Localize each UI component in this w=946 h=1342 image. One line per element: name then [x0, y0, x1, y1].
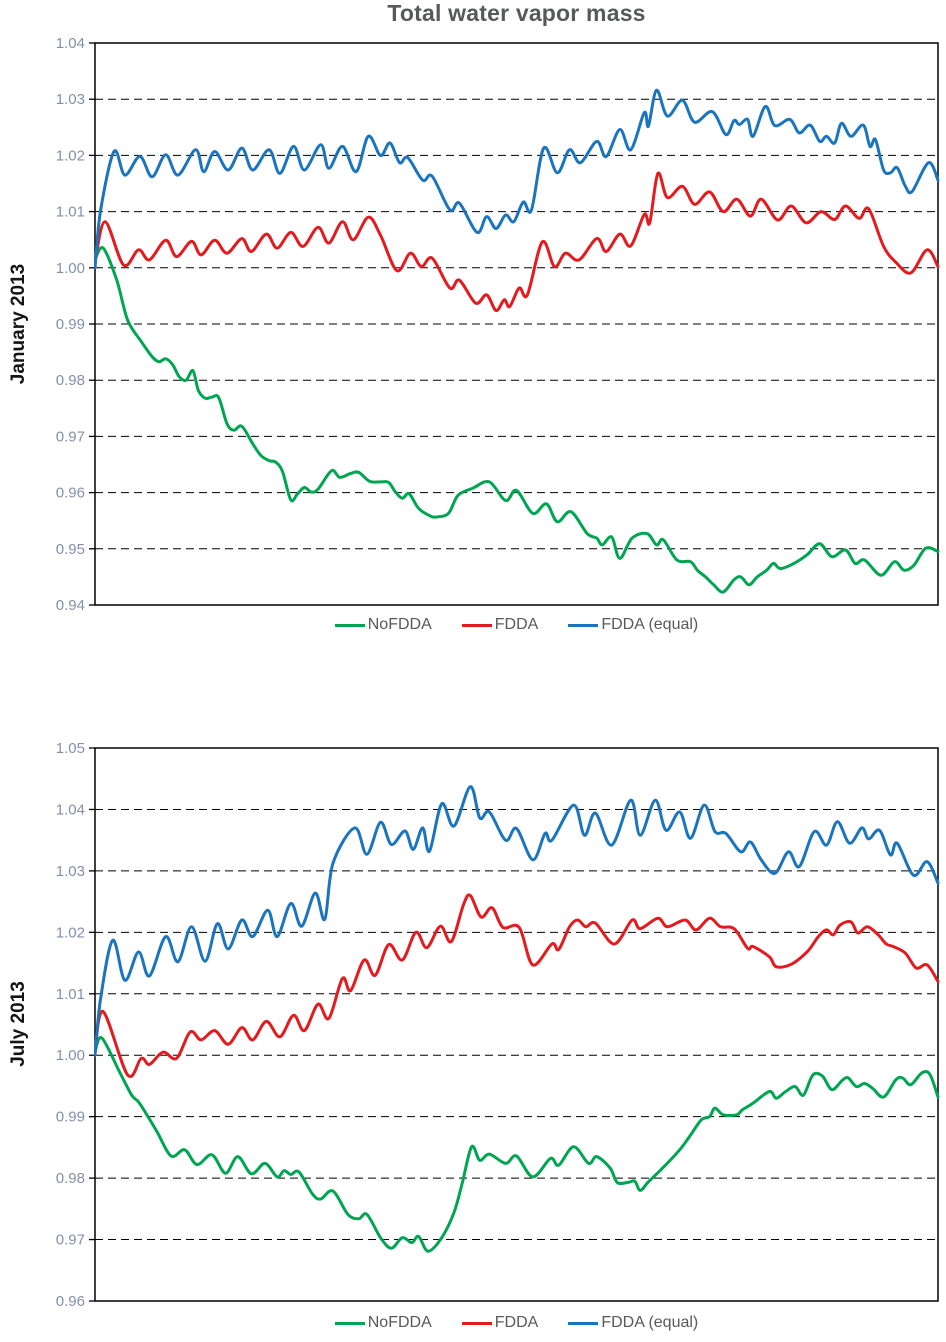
svg-text:0.96: 0.96 — [56, 1293, 85, 1310]
legend-label-fdda-equal: FDDA (equal) — [601, 616, 699, 633]
legend-item-fdda-equal: FDDA (equal) — [568, 1314, 698, 1332]
svg-text:1.01: 1.01 — [56, 204, 85, 221]
svg-text:0.97: 0.97 — [56, 428, 85, 445]
fdda-line-swatch — [461, 1321, 492, 1325]
svg-text:1.04: 1.04 — [56, 801, 85, 818]
svg-text:0.95: 0.95 — [56, 541, 85, 558]
legend-july: NoFDDA FDDA FDDA (equal) — [95, 1308, 938, 1338]
svg-text:0.98: 0.98 — [56, 372, 85, 389]
svg-text:1.03: 1.03 — [56, 91, 85, 108]
legend-label-fdda: FDDA — [494, 616, 539, 633]
legend-label-nofdda: NoFDDA — [367, 616, 432, 633]
y-axis-title-january: January 2013 — [8, 263, 29, 385]
legend-january: NoFDDA FDDA FDDA (equal) — [95, 610, 938, 640]
svg-text:1.05: 1.05 — [56, 740, 85, 757]
nofdda-line-swatch — [334, 623, 365, 627]
svg-text:1.01: 1.01 — [56, 986, 85, 1003]
svg-text:0.96: 0.96 — [56, 485, 85, 502]
svg-text:1.04: 1.04 — [56, 35, 85, 52]
y-axis-title-july: July 2013 — [8, 981, 29, 1067]
svg-text:1.00: 1.00 — [56, 1047, 85, 1064]
legend-item-nofdda: NoFDDA — [334, 616, 432, 634]
legend-label-nofdda: NoFDDA — [367, 1314, 432, 1331]
legend-item-fdda: FDDA — [461, 616, 539, 634]
svg-text:0.99: 0.99 — [56, 316, 85, 333]
svg-text:0.99: 0.99 — [56, 1109, 85, 1126]
fdda-equal-line-swatch — [568, 1321, 599, 1325]
svg-text:1.02: 1.02 — [56, 147, 85, 164]
svg-text:1.02: 1.02 — [56, 924, 85, 941]
nofdda-line-swatch — [334, 1321, 365, 1325]
legend-label-fdda: FDDA — [494, 1314, 539, 1331]
figure-title: Total water vapor mass — [387, 0, 646, 26]
legend-item-fdda-equal: FDDA (equal) — [568, 616, 698, 634]
legend-item-fdda: FDDA — [461, 1314, 539, 1332]
svg-text:0.94: 0.94 — [56, 597, 85, 614]
svg-text:1.03: 1.03 — [56, 863, 85, 880]
svg-text:0.97: 0.97 — [56, 1232, 85, 1249]
legend-item-nofdda: NoFDDA — [334, 1314, 432, 1332]
fdda-equal-line-swatch — [568, 623, 599, 627]
legend-label-fdda-equal: FDDA (equal) — [601, 1314, 699, 1331]
svg-text:0.98: 0.98 — [56, 1170, 85, 1187]
svg-text:1.00: 1.00 — [56, 260, 85, 277]
fdda-line-swatch — [461, 623, 492, 627]
